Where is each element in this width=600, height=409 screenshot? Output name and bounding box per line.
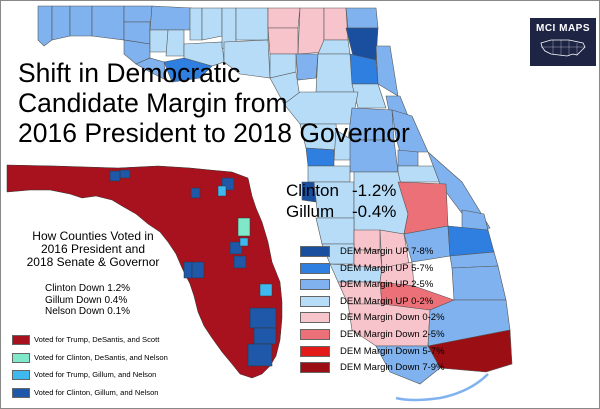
main-map (37, 5, 513, 402)
mci-maps-logo: MCI MAPS (530, 18, 596, 66)
inset-title-line-1: How Counties Voted in (32, 229, 154, 243)
inset-pinellas (183, 261, 193, 279)
legend-swatch (300, 362, 330, 374)
inset-seminole (239, 237, 249, 247)
downs-line-2: Gillum Down 0.4% (45, 294, 128, 306)
county-seminole (397, 149, 419, 167)
inset-map (6, 164, 283, 379)
title-line-3: 2016 President to 2018 Governor (18, 118, 410, 148)
legend-label: DEM Margin UP 0-2% (340, 295, 434, 307)
county-jackson (149, 5, 193, 31)
map-title: Shift in Democratic Candidate Margin fro… (18, 58, 410, 148)
downs-line-3: Nelson Down 0.1% (45, 306, 131, 317)
candidate-stats: Clinton -1.2% Gillum -0.4% (286, 180, 396, 222)
county-hernando (305, 147, 335, 167)
inset-legend-label: Voted for Clinton, Gillum, and Nelson (34, 387, 159, 397)
legend-label: DEM Margin Down 2-5% (340, 328, 445, 340)
inset-hillsborough (191, 261, 205, 279)
legend-swatch (300, 328, 330, 340)
county-broward (427, 299, 511, 347)
logo-text: MCI MAPS (536, 23, 590, 34)
legend-swatch (300, 246, 330, 257)
county-st-lucie (447, 225, 495, 257)
inset-legend-swatch (12, 335, 30, 345)
inset-st-lucie (259, 283, 273, 297)
title-line-2: Candidate Margin from (18, 88, 288, 118)
stat-name: Clinton (286, 181, 339, 200)
stat-value: -0.4% (352, 202, 397, 221)
inset-legend-label: Voted for Trump, DeSantis, and Scott (34, 335, 160, 344)
inset-legend-label: Voted for Clinton, DeSantis, and Nelson (34, 352, 168, 362)
county-santa-rosa (51, 5, 71, 41)
legend-label: DEM Margin UP 5-7% (340, 262, 434, 274)
county-calhoun (149, 29, 169, 53)
stat-row-gillum: Gillum -0.4% (286, 201, 396, 222)
inset-title: How Counties Voted in 2016 President and… (18, 230, 168, 269)
county-monroe (375, 345, 441, 385)
county-orange (397, 165, 441, 183)
county-gadsden (189, 7, 203, 41)
inset-legend-swatch (12, 370, 30, 380)
county-taylor (223, 39, 271, 79)
inset-osceola (233, 255, 247, 269)
legend-label: DEM Margin UP 2-5% (340, 279, 434, 291)
legend-label: DEM Margin Down 0-2% (340, 312, 445, 324)
county-gulf (135, 57, 167, 81)
county-nassau (345, 7, 379, 29)
inset-legend-swatch (12, 352, 30, 363)
county-liberty (165, 29, 185, 57)
county-franklin (163, 57, 213, 83)
county-palm-beach (451, 265, 507, 301)
legend-swatch (300, 312, 330, 324)
inset-jefferson (217, 185, 227, 197)
inset-downs: Clinton Down 1.2% Gillum Down 0.4% Nelso… (45, 283, 130, 318)
inset-orange (229, 241, 243, 255)
inset-gadsden (109, 170, 121, 182)
county-holmes (123, 5, 153, 23)
legend-swatch (300, 345, 330, 357)
legend-label: DEM Margin Down 7-9% (340, 362, 445, 374)
legend-label: DEM Margin Down 5-7% (340, 345, 445, 357)
inset-title-line-2: 2016 President and (40, 242, 146, 256)
county-walton (91, 5, 125, 41)
county-indian-river (461, 209, 489, 231)
stat-name: Gillum (286, 202, 335, 221)
inset-legend-label: Voted for Trump, Gillum, and Nelson (34, 370, 157, 379)
county-suwannee (267, 27, 299, 55)
legend-label: DEM Margin UP 7-8% (340, 246, 434, 257)
inset-broward (253, 327, 277, 345)
title-line-1: Shift in Democratic (18, 58, 241, 88)
county-wakulla (183, 41, 225, 67)
county-escambia (37, 5, 53, 47)
inset-palm-beach (249, 307, 277, 329)
legend-swatch (300, 279, 330, 291)
stat-row-clinton: Clinton -1.2% (286, 180, 396, 201)
legend-swatch (300, 295, 330, 307)
downs-line-1: Clinton Down 1.2% (45, 283, 131, 294)
inset-legend-swatch (12, 387, 30, 398)
county-madison (235, 7, 269, 41)
legend-swatch (300, 262, 330, 274)
county-columbia (297, 7, 325, 55)
inset-panhandle (6, 164, 283, 379)
florida-keys (395, 373, 489, 402)
county-okaloosa (69, 5, 93, 37)
inset-title-line-3: 2018 Senate & Governor (26, 255, 160, 269)
county-union (317, 39, 351, 55)
county-leon (201, 7, 223, 41)
inset-alachua (190, 187, 201, 199)
county-baker (323, 7, 349, 41)
county-gilchrist (295, 53, 319, 81)
county-hamilton (267, 7, 301, 29)
stat-value: -1.2% (352, 181, 397, 200)
us-map-icon (540, 39, 586, 57)
inset-leon (119, 169, 131, 179)
inset-miami-dade (247, 343, 273, 367)
inset-volusia (237, 217, 251, 237)
